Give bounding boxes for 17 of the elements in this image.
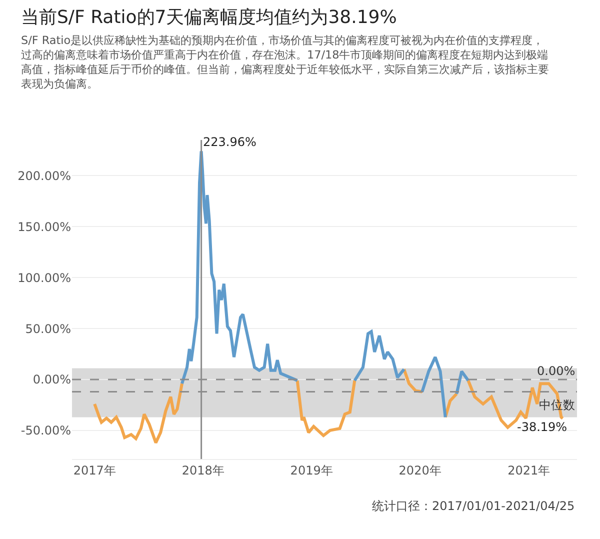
chart-subtitle: S/F Ratio是以供应稀缺性为基础的预期内在价值，市场价值与其的偏离程度可被视为内在价值的支撑程度，过高的偏离意味着市场价值严重高于内在价值，存在泡沫。17/18牛市顶峰期间的偏离程度在短期内达到极端高值，指标峰值延后于币价的峰值。但当前，偏离程度处于近年较低水平，实际自第三次减产后，该指标主要表现为负偏离。 bbox=[21, 34, 549, 91]
x-tick-label: 2019年 bbox=[290, 463, 333, 478]
annotation: -38.19% bbox=[517, 420, 568, 434]
y-tick-label: -50.00% bbox=[20, 424, 71, 438]
x-tick-label: 2018年 bbox=[182, 463, 224, 478]
annotation: 223.96% bbox=[203, 135, 256, 149]
y-tick-label: 100.00% bbox=[18, 270, 71, 285]
x-tick-label: 2020年 bbox=[398, 463, 442, 478]
text: 统计口径：2017/01/01-2021/04/25 bbox=[372, 499, 575, 513]
chart-title: 当前S/F Ratio的7天偏离幅度均值约为38.19% bbox=[21, 7, 397, 28]
x-tick-label: 2021年 bbox=[508, 463, 550, 478]
y-tick-label: 0.00% bbox=[32, 372, 71, 387]
ref-line-label: 0.00% bbox=[537, 364, 576, 378]
y-tick-label: 200.00% bbox=[18, 168, 71, 183]
y-tick-label: 150.00% bbox=[18, 220, 71, 234]
y-tick-label: 50.00% bbox=[25, 322, 71, 336]
x-tick-label: 2017年 bbox=[73, 463, 116, 478]
